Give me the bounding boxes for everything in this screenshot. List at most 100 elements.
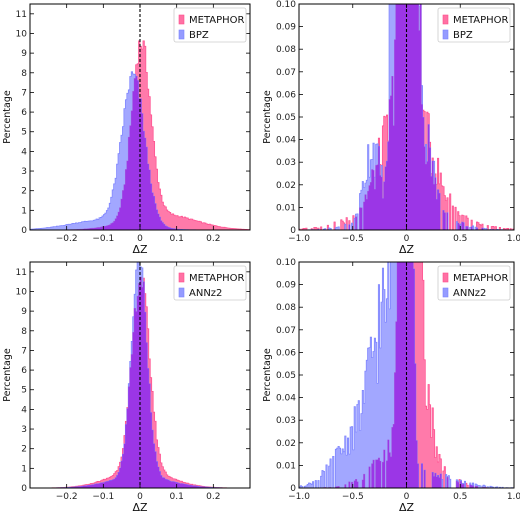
x-tick-label: 1.0	[507, 234, 520, 244]
y-tick-label: 0.09	[276, 281, 296, 291]
y-tick-label: 5	[21, 386, 27, 396]
x-tick-label: 0	[404, 492, 410, 502]
y-tick-label: 0.03	[276, 416, 296, 426]
x-axis-label: ΔZ	[399, 243, 415, 256]
chart-panel-top-right: −1.0 −0.5 0 0.5 1.0 0 0.01 0.02 0.03 0.04 0.05 0.06…	[262, 0, 520, 256]
y-tick-label: 0.07	[276, 68, 296, 78]
y-tick-label: 3	[21, 167, 27, 177]
y-tick-label: 0.09	[276, 23, 296, 33]
y-tick-label: 0.07	[276, 326, 296, 336]
legend-swatch-annz2	[442, 287, 449, 298]
x-tick-label: 0.2	[206, 234, 220, 244]
y-tick-label: 8	[21, 69, 27, 79]
histogram-overlap	[30, 76, 250, 230]
y-tick-label: 0.04	[276, 394, 296, 404]
chart-panel-bottom-left: −0.2 −0.1 0 0.1 0.2 0 1 2 3 4 5 6 7 8 9 10 11 ΔZ Percentag…	[2, 261, 251, 512]
x-tick-label: 0.1	[170, 492, 184, 502]
x-tick-label: −1.0	[288, 234, 310, 244]
y-tick-label: 8	[21, 327, 27, 337]
x-tick-label: −1.0	[288, 492, 310, 502]
x-tick-label: 0.5	[453, 234, 467, 244]
legend-box	[173, 7, 247, 43]
y-axis-label: Percentage	[2, 348, 13, 402]
legend-swatch-metaphor	[442, 272, 449, 283]
y-tick-label: 1	[21, 464, 27, 474]
legend-box	[437, 265, 511, 301]
y-tick-label: 6	[21, 366, 27, 376]
y-tick-label: 1	[21, 206, 27, 216]
x-tick-label: −0.5	[342, 492, 364, 502]
legend-box	[173, 265, 247, 301]
x-tick-label: 1.0	[507, 492, 520, 502]
chart-panel-top-left: −0.2 −0.1 0 0.1 0.2 0 1 2 3 4 5 6 7 8 9 10 11 ΔZ Percentag…	[2, 3, 251, 256]
y-tick-label: 0.10	[276, 0, 296, 10]
legend-swatch-metaphor	[442, 14, 449, 25]
x-axis-label: ΔZ	[132, 243, 148, 256]
legend-label-bpz: BPZ	[189, 30, 209, 41]
legend-swatch-bpz	[178, 29, 185, 40]
x-tick-label: −0.1	[92, 234, 114, 244]
y-tick-label: 3	[21, 425, 27, 435]
y-tick-label: 0.01	[276, 203, 296, 213]
y-tick-label: 0	[21, 484, 27, 494]
y-tick-label: 0.05	[276, 113, 296, 123]
legend-label-annz2: ANNz2	[189, 288, 222, 299]
x-axis-label: ΔZ	[399, 501, 415, 512]
x-tick-label: 0.1	[170, 234, 184, 244]
y-tick-label: 0	[290, 484, 296, 494]
y-tick-label: 9	[21, 307, 27, 317]
y-tick-label: 0.08	[276, 45, 296, 55]
y-tick-label: 0.10	[276, 258, 296, 268]
y-tick-label: 0.01	[276, 461, 296, 471]
x-tick-label: −0.1	[92, 492, 114, 502]
legend-label-metaphor: METAPHOR	[189, 273, 245, 284]
y-tick-label: 0.06	[276, 348, 296, 358]
legend-label-bpz: BPZ	[453, 30, 473, 41]
y-tick-label: 0.04	[276, 136, 296, 146]
legend-swatch-metaphor	[178, 14, 185, 25]
legend-box	[437, 7, 511, 43]
x-tick-label: 0	[137, 492, 143, 502]
y-tick-label: 11	[16, 10, 27, 20]
y-axis-label: Percentage	[262, 90, 273, 144]
y-tick-label: 0	[21, 226, 27, 236]
x-tick-label: 0	[137, 234, 143, 244]
y-tick-label: 6	[21, 108, 27, 118]
legend: METAPHOR ANNz2	[437, 265, 511, 301]
y-axis-label: Percentage	[262, 348, 273, 402]
y-tick-label: 10	[16, 29, 28, 39]
y-tick-label: 0.05	[276, 371, 296, 381]
x-tick-label: 0.2	[206, 492, 220, 502]
y-tick-label: 0.06	[276, 90, 296, 100]
legend: METAPHOR BPZ	[173, 7, 247, 43]
y-tick-label: 9	[21, 49, 27, 59]
y-tick-label: 0.02	[276, 181, 296, 191]
y-tick-label: 4	[21, 147, 27, 157]
y-axis-label: Percentage	[2, 90, 13, 144]
x-tick-label: 0.5	[453, 492, 467, 502]
y-tick-label: 7	[21, 346, 27, 356]
y-tick-label: 7	[21, 88, 27, 98]
y-tick-label: 5	[21, 128, 27, 138]
y-tick-label: 0.08	[276, 303, 296, 313]
x-tick-label: 0	[404, 234, 410, 244]
legend-label-annz2: ANNz2	[453, 288, 486, 299]
x-axis-label: ΔZ	[132, 501, 148, 512]
legend-label-metaphor: METAPHOR	[453, 273, 509, 284]
x-tick-label: −0.2	[56, 492, 78, 502]
y-tick-label: 10	[16, 287, 28, 297]
y-tick-label: 0.03	[276, 158, 296, 168]
x-tick-label: −0.5	[342, 234, 364, 244]
legend-swatch-bpz	[442, 29, 449, 40]
chart-panel-bottom-right: −1.0 −0.5 0 0.5 1.0 0 0.01 0.02 0.03 0.04 0.05 0.06…	[262, 258, 520, 512]
y-tick-label: 11	[16, 268, 27, 278]
legend: METAPHOR BPZ	[437, 7, 511, 43]
y-tick-label: 0	[290, 226, 296, 236]
legend-label-metaphor: METAPHOR	[189, 15, 245, 26]
legend-swatch-metaphor	[178, 272, 185, 283]
y-tick-label: 4	[21, 405, 27, 415]
y-tick-label: 2	[21, 445, 27, 455]
y-tick-label: 0.02	[276, 439, 296, 449]
legend-label-metaphor: METAPHOR	[453, 15, 509, 26]
